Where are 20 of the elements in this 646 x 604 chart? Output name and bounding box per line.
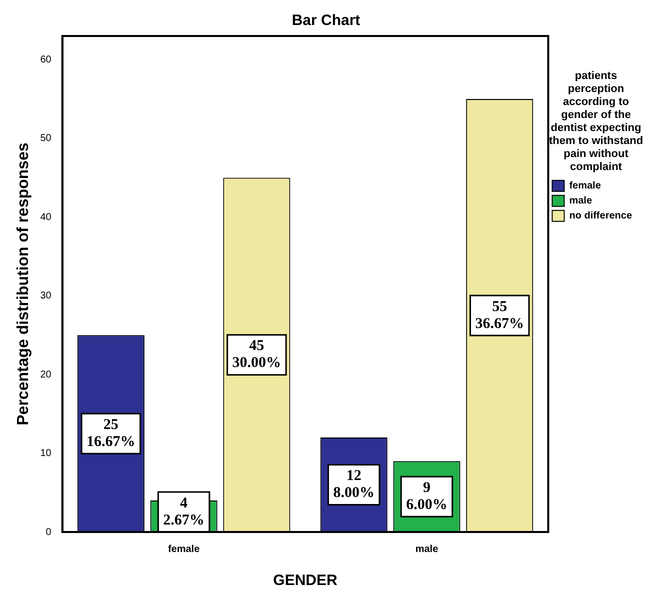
- data-label: 45 30.00%: [232, 338, 282, 372]
- data-label: 12 8.00%: [333, 468, 374, 502]
- y-tick-label: 50: [40, 133, 52, 144]
- data-label: 9 6.00%: [406, 480, 448, 513]
- y-axis-title: Percentage distribution of responses: [15, 142, 32, 426]
- y-tick-label: 10: [40, 448, 52, 460]
- legend-label: male: [569, 196, 592, 207]
- data-label: 55 36.67%: [475, 298, 524, 332]
- legend-title: patients perception according to gender of the dentist expecting them to withstand pain without complaint: [548, 70, 644, 174]
- y-tick-label: 20: [40, 369, 52, 380]
- x-axis-title: GENDER: [273, 572, 338, 590]
- data-label: 4 2.67%: [163, 495, 204, 528]
- y-tick-label: 60: [40, 54, 52, 66]
- data-label: 25 16.67%: [86, 416, 136, 450]
- legend-label: female: [569, 180, 602, 192]
- chart-title: Bar Chart: [292, 12, 360, 30]
- y-tick-label: 0: [46, 526, 52, 538]
- legend-label: no difference: [569, 210, 632, 222]
- y-tick-label: 40: [40, 212, 52, 223]
- y-tick-label: 30: [40, 290, 52, 302]
